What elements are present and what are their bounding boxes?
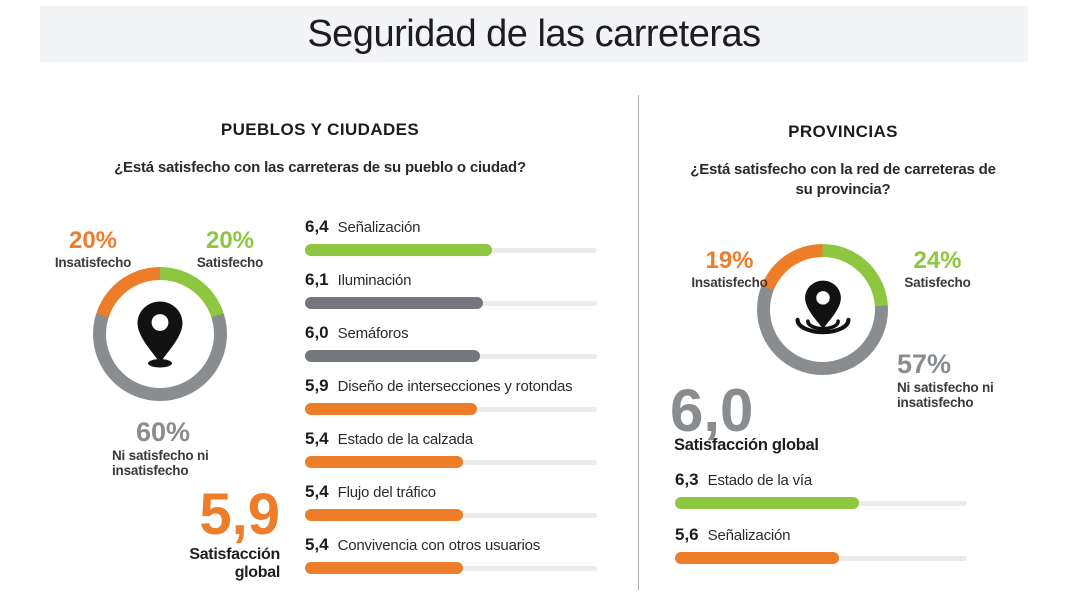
page-title: Seguridad de las carreteras bbox=[307, 12, 761, 55]
bar-caption: 5,6 Señalización bbox=[675, 526, 967, 545]
map-pin-ripples-icon bbox=[795, 280, 850, 335]
pct-label: Satisfecho bbox=[196, 255, 264, 271]
global-score-provincias: 6,0 bbox=[670, 377, 754, 444]
bar-row: 6,3 Estado de la vía bbox=[675, 471, 967, 509]
bar-fill bbox=[305, 244, 492, 256]
bar-track bbox=[305, 403, 597, 415]
bar-track bbox=[675, 552, 967, 564]
bar-value: 5,4 bbox=[305, 429, 329, 448]
bar-label: Señalización bbox=[707, 527, 791, 544]
pct-label: Insatisfecho bbox=[691, 275, 768, 291]
bar-row: 5,4 Flujo del tráfico bbox=[305, 483, 597, 521]
bar-label: Convivencia con otros usuarios bbox=[337, 537, 541, 554]
pct-label: Insatisfecho bbox=[54, 255, 132, 271]
donut-hole bbox=[106, 280, 214, 388]
pct-value: 20% bbox=[68, 227, 118, 254]
donut-chart-provincias bbox=[757, 244, 888, 375]
bar-label: Señalización bbox=[337, 219, 421, 236]
title-banner: Seguridad de las carreteras bbox=[40, 6, 1028, 62]
bar-fill bbox=[675, 497, 859, 509]
bar-value: 6,1 bbox=[305, 270, 329, 289]
bar-track bbox=[305, 297, 597, 309]
section-question-pueblos: ¿Está satisfecho con las carreteras de s… bbox=[114, 159, 526, 176]
pct-label: Satisfecho bbox=[904, 275, 971, 291]
label-insatisfecho-pueblos: 20% Insatisfecho bbox=[38, 228, 148, 270]
pct-value: 60% bbox=[136, 417, 191, 447]
bar-fill bbox=[305, 562, 463, 574]
bar-value: 5,6 bbox=[675, 525, 699, 544]
bar-label: Iluminación bbox=[337, 272, 412, 289]
bar-caption: 6,3 Estado de la vía bbox=[675, 471, 967, 490]
bar-row: 6,1 Iluminación bbox=[305, 271, 597, 309]
label-insatisfecho-provincias: 19% Insatisfecho bbox=[672, 248, 787, 290]
bar-row: 5,4 Convivencia con otros usuarios bbox=[305, 536, 597, 574]
bar-row: 5,9 Diseño de intersecciones y rotondas bbox=[305, 377, 597, 415]
bar-track bbox=[305, 509, 597, 521]
bar-value: 5,4 bbox=[305, 482, 329, 501]
bar-fill bbox=[305, 456, 463, 468]
donut-chart-pueblos bbox=[93, 267, 227, 401]
bar-value: 5,9 bbox=[305, 376, 329, 395]
bar-caption: 5,4 Convivencia con otros usuarios bbox=[305, 536, 597, 555]
pct-value: 24% bbox=[913, 247, 962, 274]
pct-value: 19% bbox=[705, 247, 754, 274]
label-neutral-provincias: 57% Ni satisfecho ni insatisfecho bbox=[897, 349, 1037, 411]
bar-track bbox=[305, 244, 597, 256]
label-satisfecho-provincias: 24% Satisfecho bbox=[890, 248, 985, 290]
bar-track bbox=[305, 350, 597, 362]
bar-label: Estado de la calzada bbox=[337, 431, 473, 448]
bar-fill bbox=[305, 350, 481, 362]
bar-value: 6,4 bbox=[305, 217, 329, 236]
panel-divider bbox=[638, 95, 639, 590]
label-satisfecho-pueblos: 20% Satisfecho bbox=[190, 228, 270, 270]
bar-label: Diseño de intersecciones y rotondas bbox=[337, 378, 573, 395]
bar-value: 6,3 bbox=[675, 470, 699, 489]
bar-caption: 6,1 Iluminación bbox=[305, 271, 597, 290]
donut-hole bbox=[770, 257, 875, 362]
pct-value: 57% bbox=[897, 349, 952, 379]
bar-value: 6,0 bbox=[305, 323, 329, 342]
bar-caption: 6,0 Semáforos bbox=[305, 324, 597, 343]
bar-track bbox=[305, 562, 597, 574]
bar-track bbox=[675, 497, 967, 509]
pct-value: 20% bbox=[205, 227, 255, 254]
global-score-pueblos: 5,9 bbox=[199, 482, 280, 547]
bar-fill bbox=[305, 509, 463, 521]
bar-fill bbox=[675, 552, 839, 564]
bar-label: Flujo del tráfico bbox=[337, 484, 437, 501]
bar-caption: 5,9 Diseño de intersecciones y rotondas bbox=[305, 377, 597, 396]
global-score-label-provincias: Satisfacción global bbox=[674, 436, 819, 454]
map-pin-icon bbox=[137, 301, 183, 367]
bar-value: 5,4 bbox=[305, 535, 329, 554]
bar-chart-pueblos: 6,4 Señalización 6,1 Iluminación 6,0 Semáforo… bbox=[305, 218, 597, 589]
bar-row: 5,4 Estado de la calzada bbox=[305, 430, 597, 468]
label-neutral-pueblos: 60% Ni satisfecho ni insatisfecho bbox=[112, 417, 254, 479]
bar-row: 6,0 Semáforos bbox=[305, 324, 597, 362]
pct-label: Ni satisfecho ni insatisfecho bbox=[897, 380, 994, 411]
bar-track bbox=[305, 456, 597, 468]
section-heading-provincias: PROVINCIAS bbox=[788, 122, 898, 141]
bar-caption: 5,4 Flujo del tráfico bbox=[305, 483, 597, 502]
bar-caption: 5,4 Estado de la calzada bbox=[305, 430, 597, 449]
bar-caption: 6,4 Señalización bbox=[305, 218, 597, 237]
bar-fill bbox=[305, 297, 484, 309]
bar-label: Semáforos bbox=[337, 325, 409, 342]
section-question-provincias: ¿Está satisfecho con la red de carretera… bbox=[690, 161, 996, 198]
global-score-label-pueblos: Satisfacción global bbox=[189, 546, 280, 581]
bar-label: Estado de la vía bbox=[707, 472, 813, 489]
bar-fill bbox=[305, 403, 478, 415]
section-heading-pueblos: PUEBLOS Y CIUDADES bbox=[220, 120, 420, 139]
bar-row: 5,6 Señalización bbox=[675, 526, 967, 564]
bar-row: 6,4 Señalización bbox=[305, 218, 597, 256]
pct-label: Ni satisfecho ni insatisfecho bbox=[112, 448, 209, 479]
bar-chart-provincias: 6,3 Estado de la vía 5,6 Señalización bbox=[675, 471, 967, 581]
